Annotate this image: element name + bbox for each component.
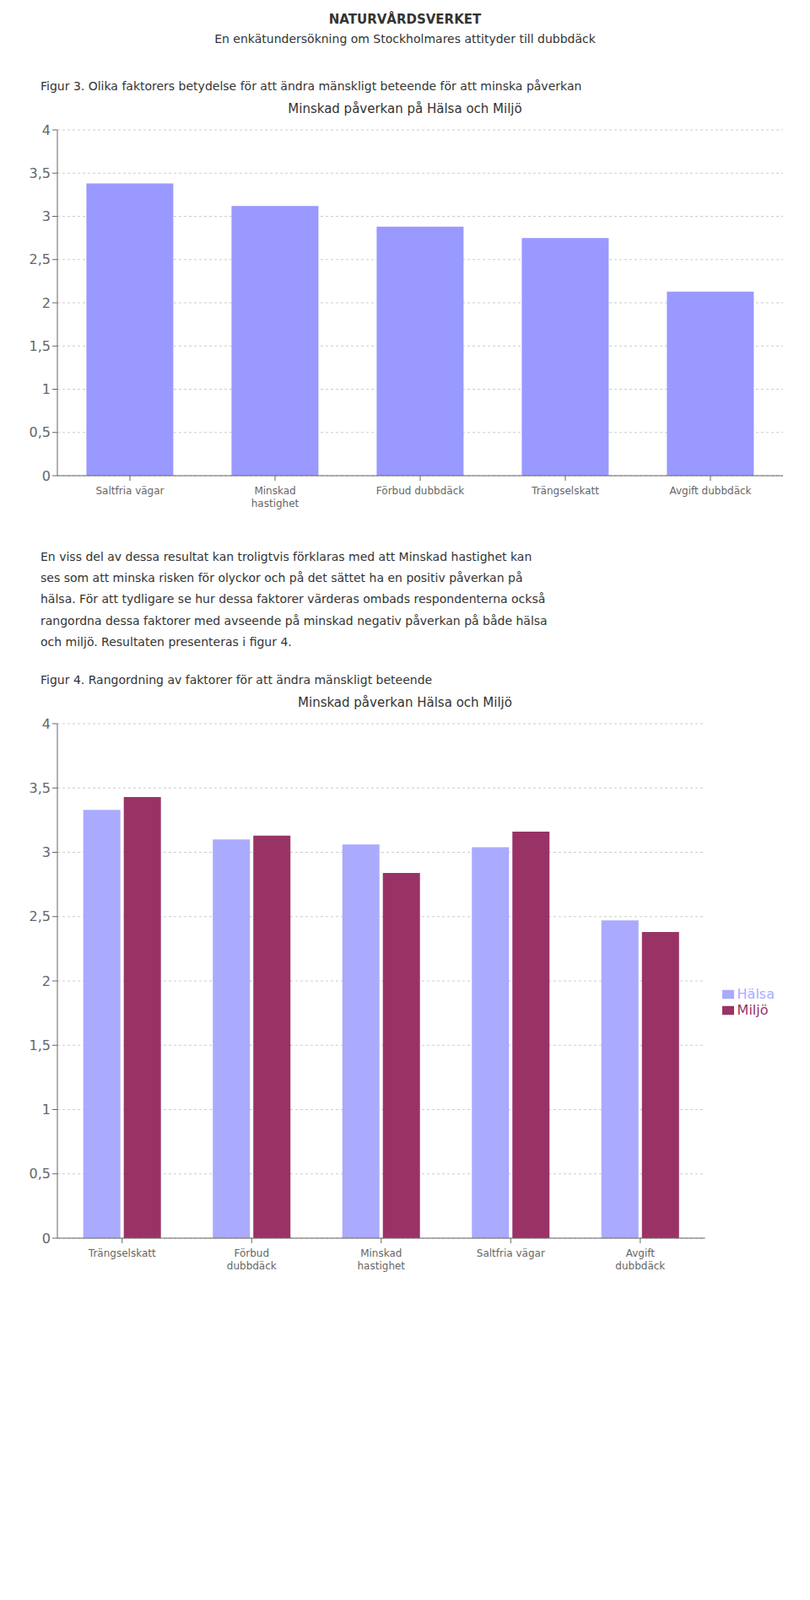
svg-text:3,5: 3,5 bbox=[29, 165, 51, 182]
svg-text:Trängselskatt: Trängselskatt bbox=[530, 485, 600, 497]
html-text:NATURVÅRDSVERKET: NATURVÅRDSVERKET bbox=[328, 11, 482, 27]
svg-text:0: 0 bbox=[42, 468, 51, 485]
svg-text:0: 0 bbox=[42, 1231, 51, 1248]
svg-text:2,5: 2,5 bbox=[29, 908, 51, 925]
html-text:En viss del av dessa resultat: En viss del av dessa resultat kan trolig… bbox=[40, 550, 548, 649]
svg-text:3: 3 bbox=[42, 844, 51, 861]
html-text:En enkätundersökning om Stockh: En enkätundersökning om Stockholmares at… bbox=[214, 32, 596, 46]
html-text:Figur 3. Olika faktorers betyd: Figur 3. Olika faktorers betydelse för a… bbox=[40, 79, 582, 93]
svg-text:Förbud dubbdäck: Förbud dubbdäck bbox=[376, 485, 465, 497]
svg-text:0,5: 0,5 bbox=[29, 1166, 51, 1183]
svg-text:1,5: 1,5 bbox=[29, 1037, 51, 1054]
svg-text:Minskadhastighet: Minskadhastighet bbox=[251, 485, 300, 510]
svg-text:1: 1 bbox=[42, 381, 51, 398]
svg-text:0,5: 0,5 bbox=[29, 424, 51, 441]
svg-text:2,5: 2,5 bbox=[29, 251, 51, 268]
svg-text:3,5: 3,5 bbox=[29, 780, 51, 797]
svg-text:Trängselskatt: Trängselskatt bbox=[87, 1247, 157, 1260]
html-text:Minskad påverkan Hälsa och Mil: Minskad påverkan Hälsa och Miljö bbox=[297, 695, 513, 711]
svg-text:3: 3 bbox=[42, 208, 51, 225]
svg-text:Förbuddubbdäck: Förbuddubbdäck bbox=[226, 1247, 277, 1273]
html-text:Hälsa: Hälsa bbox=[737, 986, 775, 1003]
svg-text:1: 1 bbox=[42, 1101, 51, 1118]
html-text:Figur 4. Rangordning av faktor: Figur 4. Rangordning av faktorer för att… bbox=[40, 673, 433, 687]
svg-text:4: 4 bbox=[42, 122, 51, 139]
svg-text:Minskadhastighet: Minskadhastighet bbox=[357, 1247, 406, 1273]
svg-text:4: 4 bbox=[42, 716, 51, 733]
svg-text:2: 2 bbox=[42, 973, 51, 990]
svg-text:1,5: 1,5 bbox=[29, 338, 51, 355]
svg-text:Avgiftdubbdäck: Avgiftdubbdäck bbox=[615, 1247, 665, 1273]
html-text:Minskad påverkan på Hälsa och: Minskad påverkan på Hälsa och Miljö bbox=[287, 101, 523, 117]
svg-text:2: 2 bbox=[42, 295, 51, 312]
html-text:Miljö: Miljö bbox=[737, 1002, 769, 1019]
svg-text:Saltfria vägar: Saltfria vägar bbox=[95, 485, 164, 497]
svg-text:Avgift dubbdäck: Avgift dubbdäck bbox=[669, 485, 751, 497]
svg-text:Saltfria vägar: Saltfria vägar bbox=[476, 1247, 546, 1260]
